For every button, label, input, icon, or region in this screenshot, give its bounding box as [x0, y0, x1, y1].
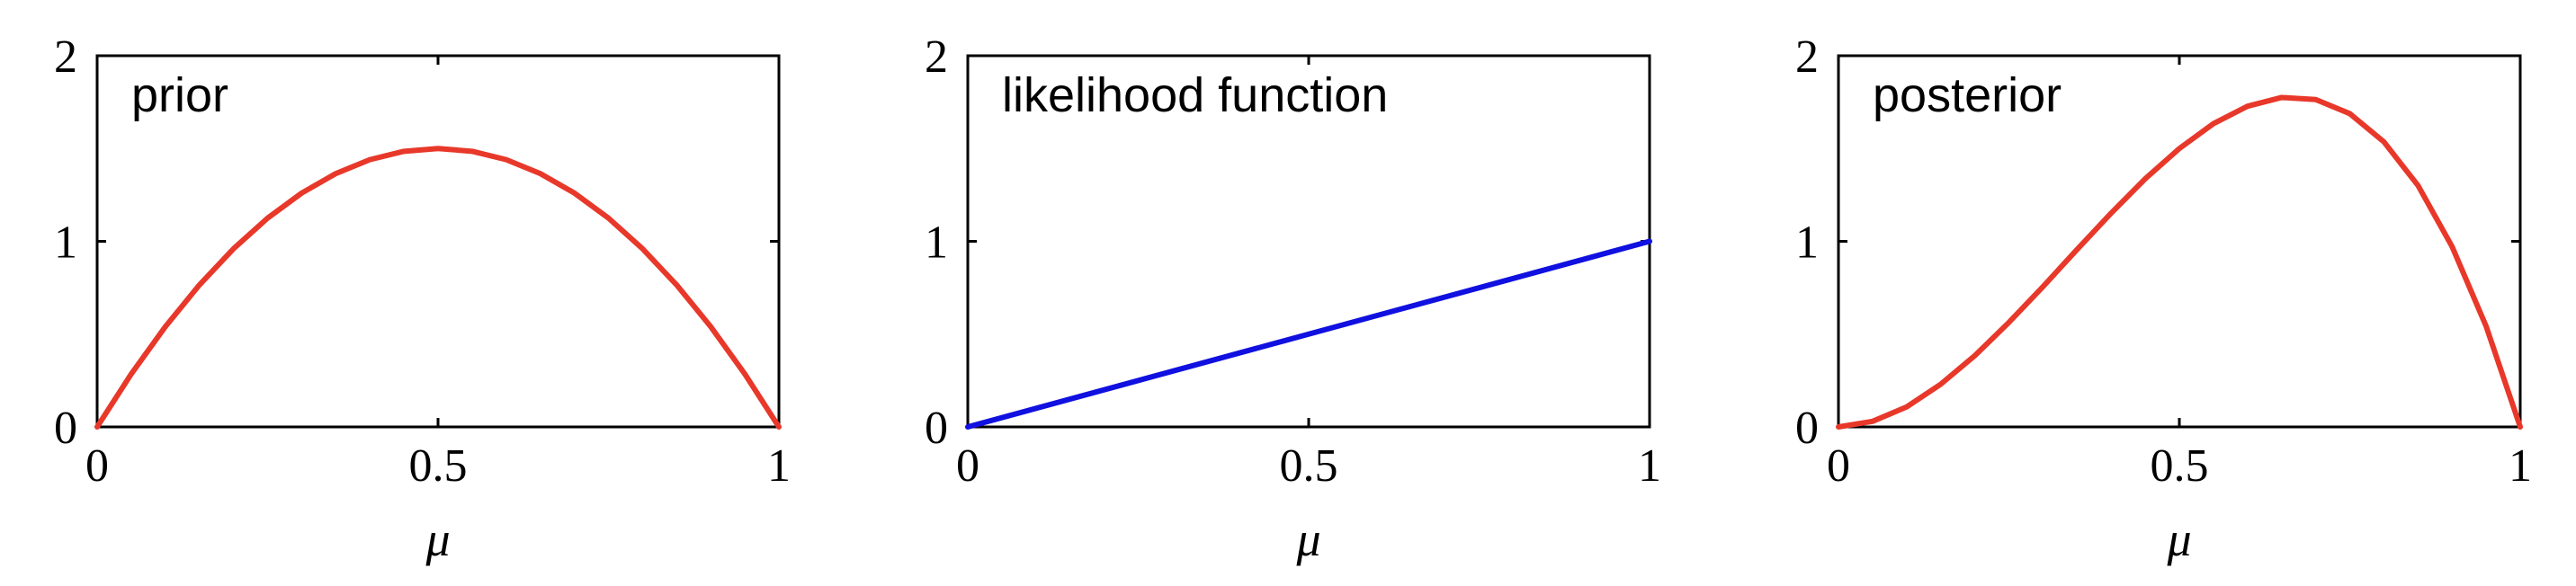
likelihood-panel-label: likelihood function	[1002, 68, 1388, 122]
prior-panel: 0 0.5 1 0 1 2 prior μ	[54, 31, 791, 566]
prior-y-tick-label: 2	[54, 31, 77, 83]
prior-y-tick-label: 0	[54, 403, 77, 454]
likelihood-y-tick-label: 2	[925, 31, 948, 83]
likelihood-x-axis-label: μ	[1295, 512, 1320, 566]
posterior-y-tick-label: 0	[1795, 403, 1819, 454]
prior-x-tick-label: 0.5	[409, 440, 468, 492]
posterior-x-tick-label: 1	[2509, 440, 2532, 492]
likelihood-panel: 0 0.5 1 0 1 2 likelihood function μ	[925, 31, 1661, 566]
posterior-x-tick-label: 0	[1827, 440, 1850, 492]
prior-panel-label: prior	[131, 68, 228, 122]
likelihood-y-tick-label: 0	[925, 403, 948, 454]
likelihood-curve	[965, 238, 1652, 430]
likelihood-x-tick-label: 0	[956, 440, 979, 492]
posterior-x-tick-label: 0.5	[2151, 440, 2209, 492]
posterior-y-tick-label: 2	[1795, 31, 1819, 83]
posterior-panel: 0 0.5 1 0 1 2 posterior μ	[1795, 31, 2532, 566]
prior-x-axis-label: μ	[425, 512, 450, 566]
prior-x-tick-label: 0	[85, 440, 109, 492]
posterior-curve	[1836, 94, 2523, 430]
prior-y-tick-label: 1	[54, 218, 77, 269]
posterior-x-axis-label: μ	[2166, 512, 2191, 566]
prior-x-tick-label: 1	[767, 440, 791, 492]
likelihood-x-tick-label: 1	[1638, 440, 1661, 492]
likelihood-x-tick-label: 0.5	[1280, 440, 1338, 492]
likelihood-y-tick-label: 1	[925, 218, 948, 269]
prior-curve	[94, 146, 782, 430]
posterior-y-tick-label: 1	[1795, 218, 1819, 269]
posterior-panel-label: posterior	[1873, 68, 2062, 122]
